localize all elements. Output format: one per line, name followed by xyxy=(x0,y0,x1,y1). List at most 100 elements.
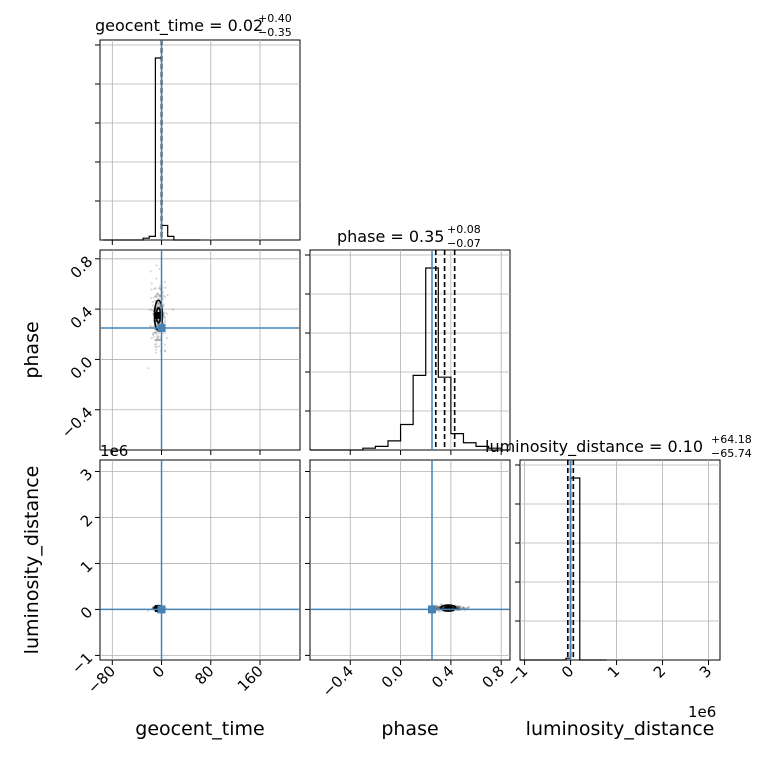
panel-luminosity_distance-vs-phase xyxy=(305,459,511,665)
sample-point xyxy=(154,295,157,298)
title-lower-error: −65.74 xyxy=(711,447,752,460)
sample-point xyxy=(440,603,443,606)
sample-point xyxy=(157,345,161,348)
histogram-luminosity_distance xyxy=(520,460,607,661)
tick-label-y-phase: 0.8 xyxy=(67,252,97,282)
sample-point xyxy=(163,315,166,318)
sample-point xyxy=(438,606,441,609)
title-text: phase = 0.35 xyxy=(337,227,444,246)
xlabel-geocent_time: geocent_time xyxy=(135,718,264,740)
sample-point xyxy=(456,604,459,608)
sample-point xyxy=(164,286,167,289)
sample-point xyxy=(467,606,470,609)
sample-point xyxy=(457,606,460,610)
sample-point xyxy=(438,606,441,609)
sample-point xyxy=(150,325,153,328)
tick-label-y-luminosity_distance: 2 xyxy=(77,511,96,530)
tick-label-x-geocent_time: 0 xyxy=(149,662,168,681)
tick-label-x-luminosity_distance: −1 xyxy=(503,662,531,690)
sample-point xyxy=(457,606,460,609)
sample-point xyxy=(154,343,157,346)
sample-point xyxy=(157,335,161,338)
sample-point xyxy=(156,293,160,296)
panel-hist-geocent_time xyxy=(95,39,301,245)
sample-point xyxy=(153,287,156,291)
sample-point xyxy=(154,287,157,290)
sample-point xyxy=(156,338,159,341)
tick-label-x-luminosity_distance: 2 xyxy=(650,662,669,681)
scatter-ld-vs-phase xyxy=(310,460,510,660)
sample-point xyxy=(147,367,150,370)
tick-label-x-phase: −0.4 xyxy=(319,662,357,700)
sample-point xyxy=(165,312,168,315)
panel-luminosity_distance-vs-geocent_time xyxy=(95,459,301,665)
sample-point xyxy=(148,324,152,328)
sample-point xyxy=(151,312,155,315)
tick-label-x-luminosity_distance: 3 xyxy=(696,662,715,681)
sample-point xyxy=(155,264,158,267)
scatter-phase-vs-geocent_time xyxy=(100,250,300,450)
sample-point xyxy=(158,287,161,290)
sample-point xyxy=(154,339,157,342)
density-peak xyxy=(154,311,162,319)
sample-point xyxy=(149,308,152,311)
title-luminosity_distance: luminosity_distance = 0.10 +64.18 −65.74 xyxy=(485,433,752,460)
scatter-ld-vs-geocent_time xyxy=(100,460,300,660)
sample-point xyxy=(438,606,441,609)
sample-point xyxy=(439,610,442,613)
offset-text-y: 1e6 xyxy=(100,442,128,460)
tick-label-y-luminosity_distance: 0 xyxy=(77,603,96,622)
sample-point xyxy=(166,293,169,297)
tick-label-x-phase: 0.4 xyxy=(428,662,458,692)
panel-hist-luminosity_distance xyxy=(515,459,721,665)
sample-point xyxy=(151,300,154,304)
sample-point xyxy=(163,311,166,314)
hist-step xyxy=(310,267,510,451)
sample-point xyxy=(150,309,153,312)
tick-label-x-luminosity_distance: 1 xyxy=(604,662,623,681)
sample-point xyxy=(154,348,157,351)
sample-point xyxy=(161,332,165,335)
sample-point xyxy=(150,282,153,285)
tick-label-x-phase: 0.0 xyxy=(378,662,408,692)
sample-point xyxy=(157,301,160,305)
sample-point xyxy=(438,606,441,609)
title-upper-error: +64.18 xyxy=(711,433,752,446)
xlabel-phase: phase xyxy=(381,718,438,740)
sample-point xyxy=(156,338,159,341)
sample-point xyxy=(464,606,467,610)
sample-point xyxy=(162,303,165,306)
sample-point xyxy=(150,337,153,340)
sample-point xyxy=(158,339,161,342)
sample-point xyxy=(155,331,158,334)
sample-point xyxy=(462,605,465,609)
histogram-geocent_time xyxy=(103,40,200,241)
sample-point xyxy=(158,293,161,297)
truth-marker xyxy=(157,323,166,332)
sample-point xyxy=(452,606,455,610)
title-geocent_time: geocent_time = 0.02 +0.40 −0.35 xyxy=(95,12,292,39)
offset-text-x: 1e6 xyxy=(688,703,716,721)
ylabel-luminosity_distance: luminosity_distance xyxy=(21,466,43,655)
tick-label-x-geocent_time: 80 xyxy=(191,662,217,688)
sample-point xyxy=(156,336,160,339)
sample-point xyxy=(158,303,161,306)
sample-point xyxy=(461,606,464,609)
sample-point xyxy=(159,305,162,308)
sample-point xyxy=(162,294,166,297)
density-peak xyxy=(444,604,452,612)
sample-point xyxy=(156,303,159,307)
sample-point xyxy=(152,336,155,339)
sample-point xyxy=(164,349,167,352)
sample-point xyxy=(157,302,160,305)
sample-point xyxy=(150,288,153,291)
panel-hist-phase xyxy=(305,249,511,455)
tick-label-y-phase: 0.4 xyxy=(67,303,97,333)
title-upper-error: +0.40 xyxy=(258,12,292,25)
sample-point xyxy=(456,606,459,609)
title-phase: phase = 0.35 +0.08 −0.07 xyxy=(337,223,481,250)
truth-marker xyxy=(428,605,437,614)
sample-point xyxy=(151,333,155,337)
title-upper-error: +0.08 xyxy=(447,223,481,236)
